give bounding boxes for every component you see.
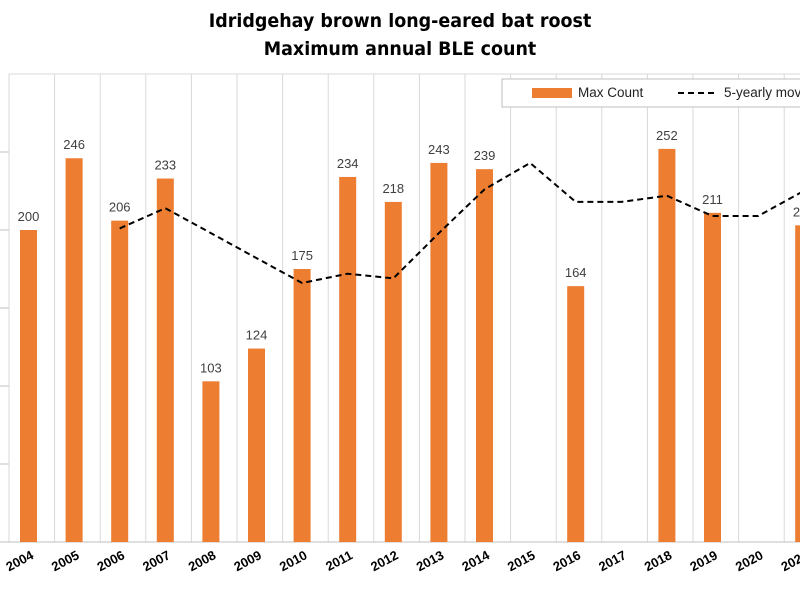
legend-swatch-bar (532, 88, 572, 98)
chart-title: Idridgehay brown long-eared bat roost (208, 10, 592, 32)
bar (293, 269, 311, 542)
data-label: 175 (291, 248, 313, 263)
data-label: 211 (702, 192, 723, 207)
bar (339, 176, 357, 542)
bar (430, 162, 448, 543)
x-tick-label: 2005 (49, 547, 82, 574)
bar (567, 286, 585, 542)
data-label: 103 (200, 360, 222, 375)
data-label: 218 (382, 181, 404, 196)
bar (704, 212, 721, 542)
bar (658, 148, 676, 542)
legend-label-max-count: Max Count (578, 85, 644, 100)
data-label: 239 (474, 148, 496, 163)
bar (476, 169, 493, 542)
x-tick-label: 2018 (642, 547, 675, 574)
x-tick-label: 2015 (505, 547, 538, 574)
bar (156, 178, 174, 542)
x-tick-label: 2012 (368, 547, 401, 574)
data-label: 164 (565, 265, 587, 280)
x-tick-label: 2007 (140, 547, 173, 574)
data-label: 203 (793, 204, 800, 219)
data-label: 206 (109, 200, 131, 215)
legend-label-moving-average: 5-yearly moving average (724, 85, 800, 100)
data-label: 124 (246, 328, 268, 343)
x-tick-label: 2021 (779, 547, 800, 574)
bar (111, 220, 129, 542)
x-tick-label: 2013 (414, 547, 447, 574)
x-tick-label: 2008 (186, 547, 219, 574)
x-tick-label: 2017 (596, 547, 629, 574)
bar (384, 201, 402, 543)
x-tick-label: 2020 (733, 547, 766, 574)
bar (20, 230, 37, 542)
chart-subtitle: Maximum annual BLE count (263, 38, 537, 60)
bar (202, 381, 220, 542)
x-tick-label: 2014 (459, 547, 492, 574)
x-tick-label: 2016 (551, 547, 584, 574)
data-label: 243 (428, 142, 450, 157)
x-tick-label: 2006 (95, 547, 128, 574)
data-label: 200 (18, 209, 40, 224)
x-tick-label: 2011 (323, 547, 355, 573)
data-label: 246 (63, 137, 85, 152)
data-label: 233 (154, 158, 176, 173)
bar (65, 158, 83, 543)
data-label: 234 (337, 156, 359, 171)
bar (248, 348, 265, 542)
x-tick-label: 2009 (231, 547, 264, 574)
bar (795, 225, 800, 542)
data-label: 252 (656, 128, 678, 143)
x-tick-label: 2004 (3, 547, 36, 574)
x-tick-label: 2010 (277, 547, 310, 574)
moving-average-line (119, 161, 800, 285)
x-tick-label: 2019 (687, 547, 720, 574)
